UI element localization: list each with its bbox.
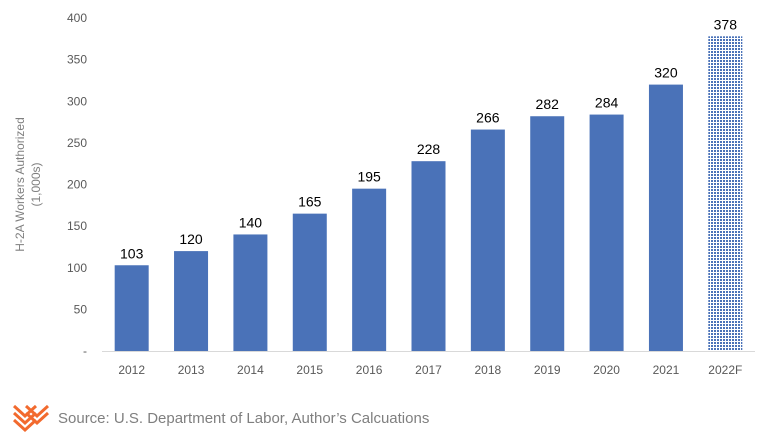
bars: [114, 36, 743, 351]
x-tick-label: 2020: [593, 363, 620, 377]
y-tick-label: 100: [67, 261, 87, 275]
x-tick-label: 2016: [356, 363, 383, 377]
x-tick-label: 2015: [296, 363, 323, 377]
bar-data-label: 228: [417, 141, 441, 157]
bar-data-label: 266: [476, 110, 500, 126]
bar-forecast: [708, 36, 743, 351]
bar-data-label: 165: [298, 194, 322, 210]
y-axis-title: H-2A Workers Authorized (1,000s): [13, 117, 43, 252]
x-tick-label: 2019: [534, 363, 561, 377]
x-tick-label: 2014: [237, 363, 264, 377]
bar: [174, 251, 209, 351]
y-axis-title-line: (1,000s): [29, 162, 43, 206]
x-axis-ticks: 2012 2013 2014 2015 2016 2017 2018 2019 2020 2021…: [118, 363, 742, 377]
y-tick-label: 150: [67, 219, 87, 233]
bar: [648, 84, 683, 351]
data-labels: 103 120 140 165 195 228 266 282 284 320 378: [120, 16, 737, 261]
bar-data-label: 378: [714, 16, 738, 32]
y-axis-title-line: H-2A Workers Authorized: [13, 117, 27, 252]
bar: [233, 234, 268, 351]
bar: [589, 114, 624, 351]
x-tick-label: 2018: [475, 363, 502, 377]
x-tick-label: 2021: [653, 363, 680, 377]
x-tick-label: 2013: [178, 363, 205, 377]
y-axis-ticks: - 50 100 150 200 250 300 350 400: [67, 11, 87, 358]
bar-chart: H-2A Workers Authorized (1,000s) - 50 100 15…: [13, 11, 755, 377]
source-text: Source: U.S. Department of Labor, Author…: [58, 409, 430, 427]
y-tick-label: 200: [67, 178, 87, 192]
x-tick-label: 2012: [118, 363, 145, 377]
y-tick-label: 300: [67, 94, 87, 108]
bar-data-label: 282: [536, 96, 560, 112]
bar: [292, 213, 327, 351]
x-tick-label: 2017: [415, 363, 442, 377]
bar-data-label: 284: [595, 95, 619, 111]
x-tick-label: 2022F: [708, 363, 742, 377]
bar: [114, 265, 149, 351]
bar: [470, 129, 505, 351]
y-tick-label: 400: [67, 11, 87, 25]
chevron-logo-icon: [12, 404, 50, 433]
bar-data-label: 195: [357, 169, 381, 185]
y-tick-label: 50: [74, 302, 88, 316]
bar-data-label: 140: [239, 214, 263, 230]
source-footer: Source: U.S. Department of Labor, Author…: [12, 402, 429, 434]
bar-data-label: 103: [120, 245, 144, 261]
bar: [352, 188, 387, 351]
bar: [411, 161, 446, 351]
bar-data-label: 120: [179, 231, 203, 247]
bar: [530, 116, 565, 351]
y-tick-label: 350: [67, 53, 87, 67]
bar-data-label: 320: [654, 65, 678, 81]
y-tick-label: -: [83, 344, 87, 358]
y-tick-label: 250: [67, 136, 87, 150]
